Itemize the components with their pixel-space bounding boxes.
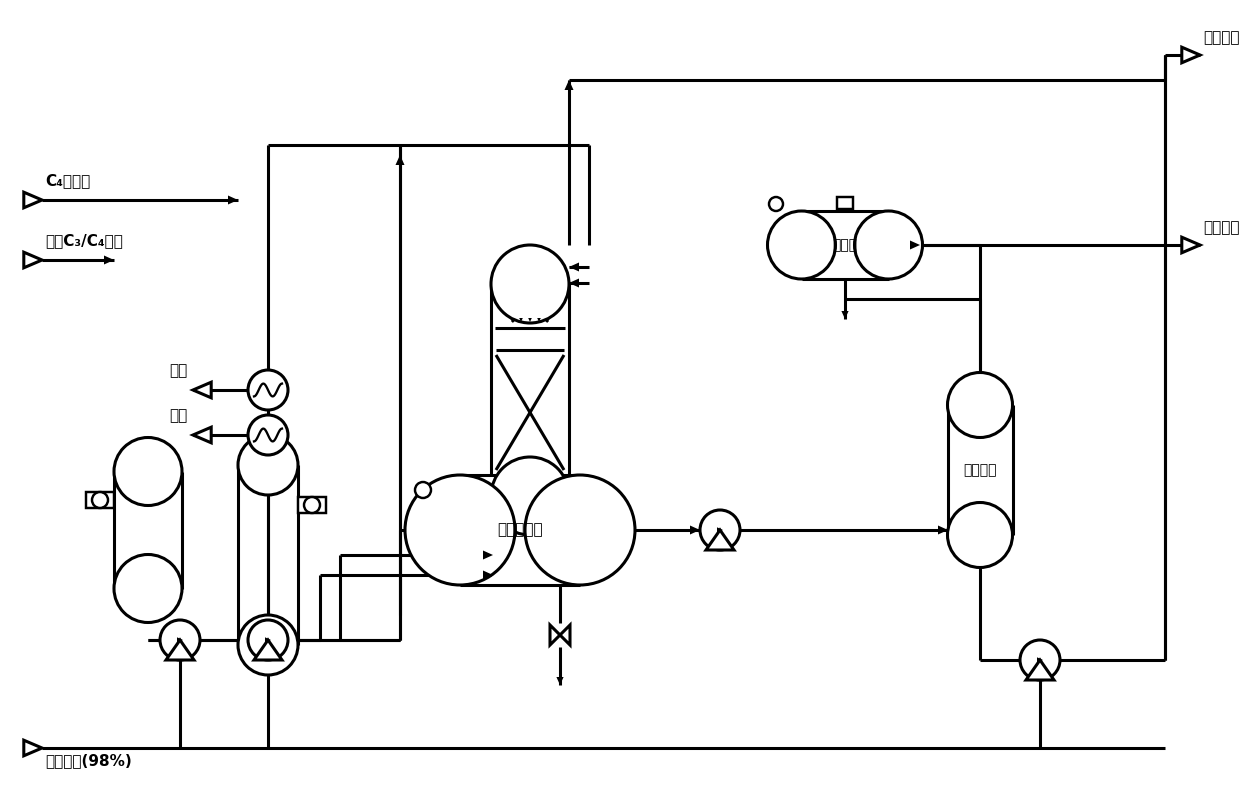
Circle shape xyxy=(415,482,431,498)
Ellipse shape xyxy=(238,435,299,495)
Polygon shape xyxy=(483,571,493,579)
Polygon shape xyxy=(550,625,560,645)
Circle shape xyxy=(248,415,287,455)
Bar xyxy=(491,284,569,496)
Polygon shape xyxy=(1037,657,1043,663)
Polygon shape xyxy=(24,740,42,755)
Polygon shape xyxy=(24,192,42,208)
Polygon shape xyxy=(706,530,733,550)
Polygon shape xyxy=(265,638,271,642)
Polygon shape xyxy=(193,427,211,443)
Polygon shape xyxy=(483,551,493,560)
Text: 冷剂: 冷剂 xyxy=(170,408,188,423)
Ellipse shape xyxy=(238,615,299,675)
Polygon shape xyxy=(193,382,211,398)
Polygon shape xyxy=(569,263,579,271)
Circle shape xyxy=(1020,640,1061,680)
Polygon shape xyxy=(560,625,570,645)
Polygon shape xyxy=(254,640,282,660)
Bar xyxy=(948,405,1012,535)
Polygon shape xyxy=(166,640,195,660)
Bar xyxy=(838,197,852,209)
Ellipse shape xyxy=(114,555,182,622)
Text: 循环硬酸: 循环硬酸 xyxy=(963,463,996,477)
Polygon shape xyxy=(519,318,523,322)
Ellipse shape xyxy=(948,502,1012,568)
Polygon shape xyxy=(177,638,183,642)
Polygon shape xyxy=(717,527,724,533)
Circle shape xyxy=(160,620,199,660)
Polygon shape xyxy=(569,279,579,287)
Polygon shape xyxy=(556,677,564,685)
Polygon shape xyxy=(510,318,514,322)
Polygon shape xyxy=(395,155,404,165)
Text: 聚结器: 聚结器 xyxy=(833,238,857,252)
Text: 新鲜硬酸(98%): 新鲜硬酸(98%) xyxy=(45,753,131,768)
Ellipse shape xyxy=(491,457,569,535)
Polygon shape xyxy=(528,318,532,322)
Polygon shape xyxy=(24,252,42,267)
Polygon shape xyxy=(538,318,540,322)
Polygon shape xyxy=(909,240,921,249)
Bar xyxy=(802,211,888,279)
Ellipse shape xyxy=(114,438,182,505)
Polygon shape xyxy=(938,525,948,534)
Ellipse shape xyxy=(948,373,1012,438)
Text: 冷剂: 冷剂 xyxy=(170,363,188,378)
Polygon shape xyxy=(690,525,700,534)
Text: C₄原材料: C₄原材料 xyxy=(45,173,90,188)
Bar xyxy=(460,475,580,585)
Text: 混合C₃/C₄冷剂: 混合C₃/C₄冷剂 xyxy=(45,233,123,248)
Polygon shape xyxy=(546,318,550,322)
Polygon shape xyxy=(1182,237,1201,253)
Circle shape xyxy=(92,492,108,508)
Bar xyxy=(299,497,326,513)
Text: 混合烧窃去分离制冷: 混合烧窃去分离制冷 xyxy=(1203,30,1239,45)
Ellipse shape xyxy=(491,245,569,323)
Circle shape xyxy=(700,510,740,550)
Text: 沉降分离器: 沉降分离器 xyxy=(497,522,543,537)
Circle shape xyxy=(248,370,287,410)
Ellipse shape xyxy=(855,211,923,279)
Polygon shape xyxy=(841,311,849,319)
Polygon shape xyxy=(104,256,114,264)
Bar xyxy=(238,465,299,645)
Polygon shape xyxy=(565,80,574,90)
Ellipse shape xyxy=(405,475,515,585)
Circle shape xyxy=(304,497,320,513)
Polygon shape xyxy=(1182,47,1201,63)
Circle shape xyxy=(248,620,287,660)
Polygon shape xyxy=(1026,660,1054,680)
Circle shape xyxy=(769,197,783,211)
Bar xyxy=(85,492,114,508)
Polygon shape xyxy=(228,196,238,205)
Ellipse shape xyxy=(525,475,636,585)
Bar xyxy=(114,471,182,588)
Text: 烷基化油去分霖: 烷基化油去分霖 xyxy=(1203,220,1239,235)
Ellipse shape xyxy=(767,211,835,279)
